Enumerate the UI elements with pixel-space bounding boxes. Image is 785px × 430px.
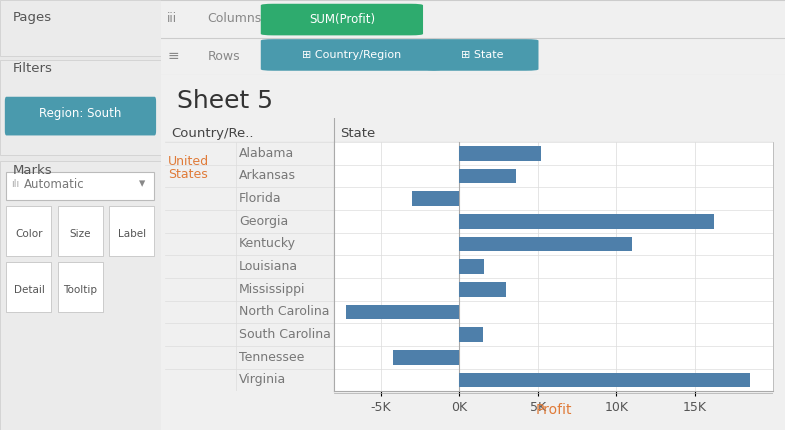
Text: Kentucky: Kentucky [239, 237, 296, 250]
Text: South Carolina: South Carolina [239, 328, 331, 341]
Bar [412, 191, 459, 206]
Text: Detail: Detail [13, 285, 45, 295]
Text: Tennessee: Tennessee [239, 351, 305, 364]
Bar [459, 259, 484, 274]
Bar [459, 372, 750, 387]
FancyBboxPatch shape [261, 4, 423, 35]
Text: North Carolina: North Carolina [239, 305, 330, 319]
Bar [0, 161, 161, 430]
Text: Region: South: Region: South [39, 108, 122, 120]
FancyBboxPatch shape [5, 97, 156, 135]
Bar [6, 172, 155, 200]
Text: United: United [168, 155, 210, 168]
Text: Alabama: Alabama [239, 147, 294, 160]
Text: Sheet 5: Sheet 5 [177, 89, 273, 113]
Text: ılı: ılı [11, 179, 20, 189]
Text: Filters: Filters [13, 62, 53, 75]
Text: State: State [340, 127, 375, 140]
Text: ▾: ▾ [138, 178, 144, 190]
Text: Automatic: Automatic [24, 178, 85, 190]
Text: Florida: Florida [239, 192, 282, 205]
Text: Arkansas: Arkansas [239, 169, 296, 182]
Text: Mississippi: Mississippi [239, 283, 305, 296]
Bar [393, 350, 459, 365]
FancyBboxPatch shape [261, 39, 442, 71]
FancyBboxPatch shape [426, 39, 539, 71]
Bar [109, 206, 155, 256]
Bar [459, 237, 632, 251]
Bar [0, 0, 161, 56]
Text: Label: Label [118, 229, 146, 239]
Text: Louisiana: Louisiana [239, 260, 298, 273]
Bar [6, 262, 52, 312]
Bar [459, 327, 483, 342]
Text: SUM(Profit): SUM(Profit) [309, 13, 375, 26]
Text: Rows: Rows [208, 50, 240, 63]
Text: Tooltip: Tooltip [64, 285, 97, 295]
Text: ≡: ≡ [167, 49, 179, 64]
Bar [58, 262, 103, 312]
Bar [459, 282, 506, 297]
Text: Country/Re..: Country/Re.. [171, 127, 254, 140]
Bar [6, 206, 52, 256]
Text: ⊞ State: ⊞ State [461, 50, 503, 60]
Text: Color: Color [15, 229, 42, 239]
Bar [459, 214, 714, 229]
Text: Columns: Columns [208, 12, 262, 25]
Text: Marks: Marks [13, 164, 53, 177]
Bar [459, 169, 516, 183]
Text: Virginia: Virginia [239, 374, 287, 387]
Text: Pages: Pages [13, 11, 52, 24]
Text: Size: Size [70, 229, 91, 239]
Text: Profit: Profit [535, 403, 571, 417]
Bar [58, 206, 103, 256]
Text: ⊞ Country/Region: ⊞ Country/Region [301, 50, 401, 60]
Text: Georgia: Georgia [239, 215, 288, 228]
Bar [459, 146, 541, 160]
Text: iii: iii [167, 12, 177, 25]
Bar [0, 60, 161, 155]
Text: States: States [168, 168, 208, 181]
Bar [346, 304, 459, 319]
